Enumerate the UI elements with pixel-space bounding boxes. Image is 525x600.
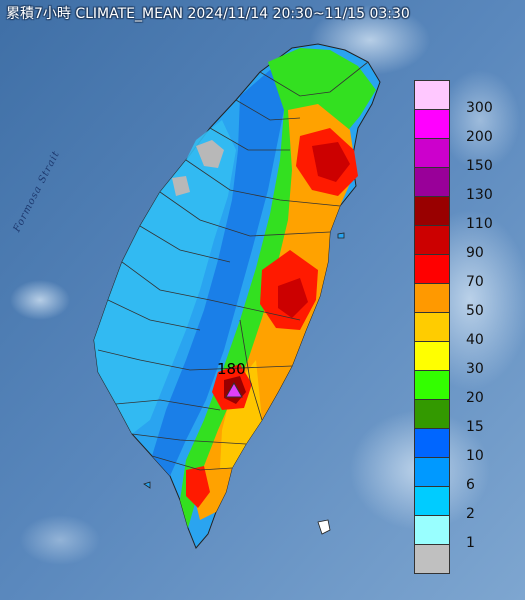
legend-swatch	[414, 544, 450, 574]
legend-label: 30	[466, 361, 484, 377]
triangle-marker-icon	[225, 381, 243, 398]
area-90mm-north	[312, 142, 350, 182]
legend-label: 1	[466, 535, 475, 551]
legend-swatch	[414, 283, 450, 312]
legend-swatch	[414, 399, 450, 428]
legend-swatch	[414, 312, 450, 341]
legend-swatch	[414, 370, 450, 399]
legend-label: 10	[466, 448, 484, 464]
legend-swatch	[414, 515, 450, 544]
map-title: 累積7小時 CLIMATE_MEAN 2024/11/14 20:30~11/1…	[6, 6, 410, 22]
legend-label: 70	[466, 274, 484, 290]
legend-label: 90	[466, 245, 484, 261]
rainfall-legend	[414, 80, 450, 574]
legend-label: 20	[466, 390, 484, 406]
cloud-texture	[10, 5, 525, 565]
legend-label: 150	[466, 158, 493, 174]
legend-label: 110	[466, 216, 493, 232]
county-boundaries	[97, 61, 369, 471]
legend-label: 40	[466, 332, 484, 348]
area-90mm-central	[278, 278, 308, 318]
legend-swatch	[414, 80, 450, 109]
legend-label: 200	[466, 129, 493, 145]
legend-swatch	[414, 138, 450, 167]
legend-swatch	[414, 109, 450, 138]
area-no-rain-1	[196, 140, 224, 168]
legend-swatch	[414, 196, 450, 225]
legend-swatch	[414, 486, 450, 515]
legend-swatch	[414, 167, 450, 196]
legend-swatch	[414, 457, 450, 486]
area-40mm	[220, 360, 262, 468]
legend-swatch	[414, 254, 450, 283]
peak-value-label: 180	[217, 360, 246, 378]
legend-swatch	[414, 341, 450, 370]
offshore-islands	[143, 232, 345, 535]
area-10mm	[152, 70, 290, 476]
area-70mm-southtip	[186, 466, 210, 508]
area-no-rain-2	[172, 176, 190, 196]
area-2mm	[94, 120, 236, 434]
legend-label: 15	[466, 419, 484, 435]
legend-swatch	[414, 225, 450, 254]
legend-label: 2	[466, 506, 475, 522]
legend-label: 6	[466, 477, 475, 493]
legend-label: 300	[466, 100, 493, 116]
legend-label: 130	[466, 187, 493, 203]
legend-swatch	[414, 428, 450, 457]
legend-label: 50	[466, 303, 484, 319]
